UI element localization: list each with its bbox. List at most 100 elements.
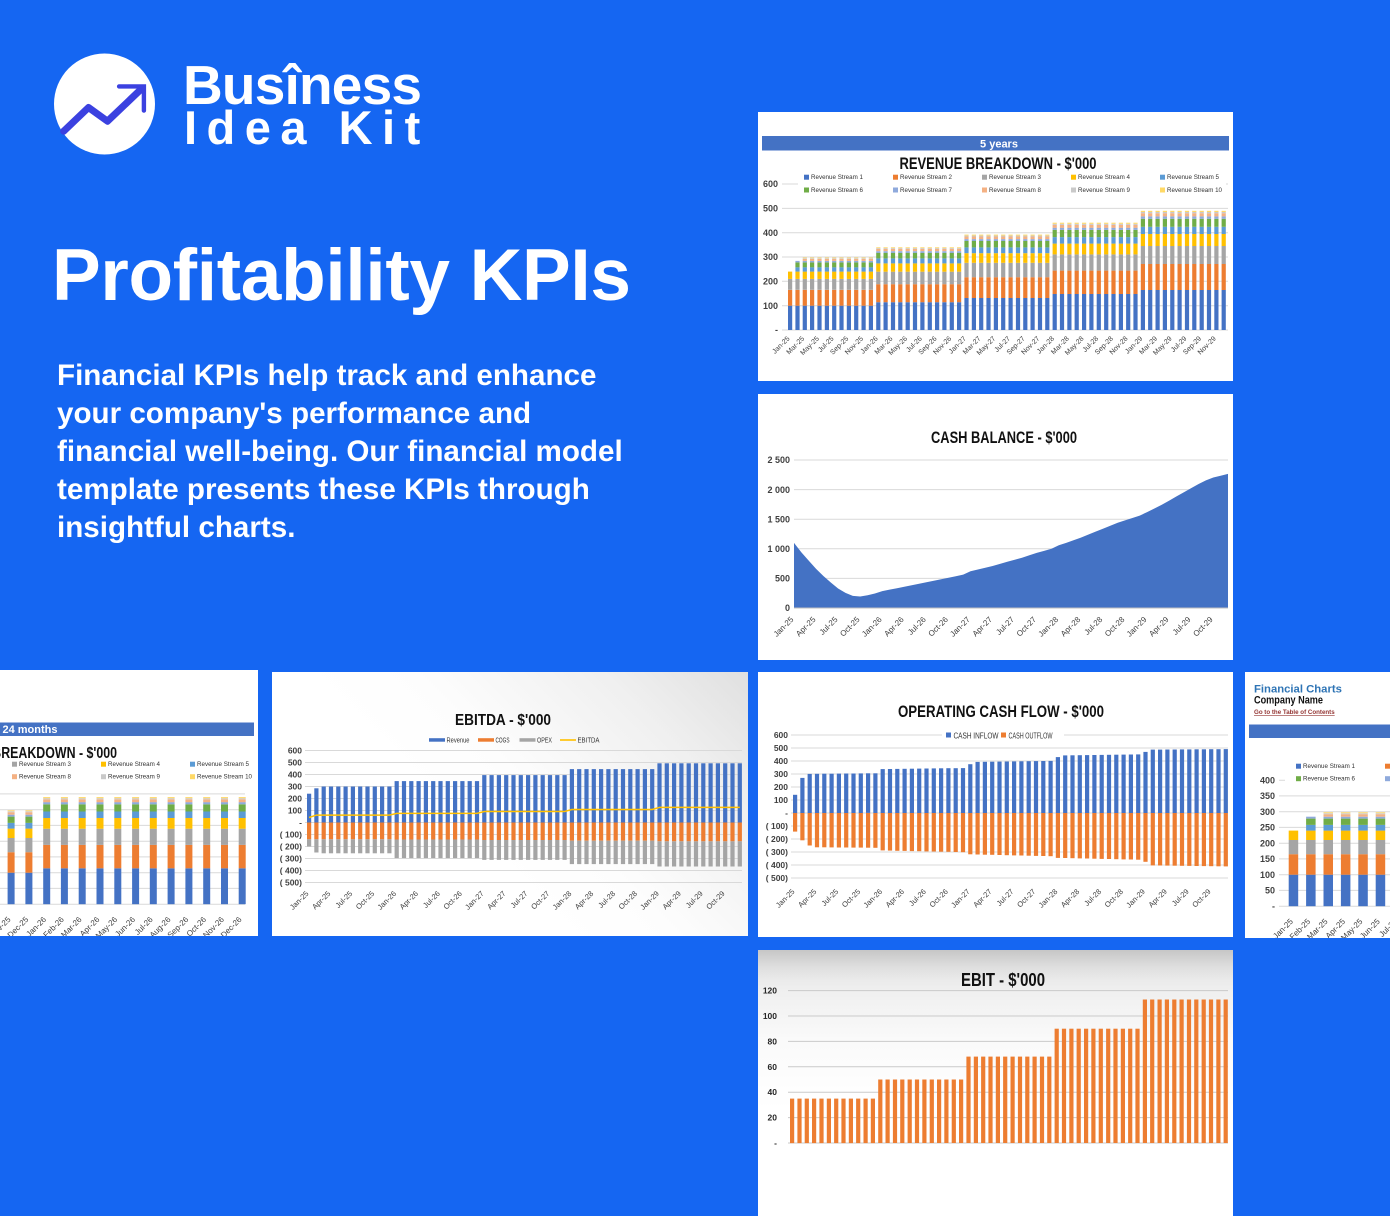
svg-text:100: 100: [763, 1011, 777, 1021]
svg-text:Jul-26: Jul-26: [907, 887, 928, 908]
svg-text:Revenue Stream 4: Revenue Stream 4: [108, 761, 160, 768]
svg-text:Go to the Table of Contents: Go to the Table of Contents: [1254, 709, 1335, 716]
svg-text:Jul-27: Jul-27: [995, 887, 1016, 908]
svg-text:Revenue: Revenue: [447, 736, 470, 745]
svg-text:Oct-25: Oct-25: [354, 889, 376, 911]
svg-text:Jul-29: Jul-29: [1171, 615, 1193, 637]
svg-text:2 000: 2 000: [767, 485, 790, 495]
svg-text:100: 100: [288, 806, 302, 816]
svg-text:( 400): ( 400): [766, 860, 788, 870]
svg-text:( 200): ( 200): [280, 842, 302, 852]
svg-text:Revenue Stream 7: Revenue Stream 7: [900, 187, 952, 194]
svg-text:Apr-25: Apr-25: [796, 887, 818, 909]
svg-text:Jan-28: Jan-28: [1037, 615, 1061, 639]
svg-text:Apr-26: Apr-26: [398, 889, 420, 911]
svg-text:Jul-25: Jul-25: [333, 889, 354, 910]
svg-text:250: 250: [1260, 823, 1275, 833]
svg-text:400: 400: [1260, 775, 1275, 785]
svg-text:Jan-25: Jan-25: [288, 889, 311, 912]
svg-text:Jan-27: Jan-27: [948, 615, 972, 639]
svg-text:200: 200: [763, 277, 778, 287]
svg-text:Jul-29: Jul-29: [1170, 887, 1191, 908]
svg-text:-: -: [1272, 901, 1275, 911]
svg-text:Jan-29: Jan-29: [1124, 887, 1147, 910]
svg-text:200: 200: [774, 782, 788, 792]
svg-text:Jan-28: Jan-28: [551, 889, 574, 912]
svg-text:REVENUE BREAKDOWN - $'000: REVENUE BREAKDOWN - $'000: [900, 155, 1097, 173]
svg-text:( 100): ( 100): [766, 821, 788, 831]
svg-text:Oct-29: Oct-29: [1191, 615, 1215, 639]
svg-text:Jul-28: Jul-28: [1083, 615, 1105, 637]
svg-text:300: 300: [288, 782, 302, 792]
svg-text:COGS: COGS: [496, 736, 510, 745]
svg-text:Jul-26: Jul-26: [906, 615, 928, 637]
svg-text:Oct-26: Oct-26: [442, 889, 464, 911]
svg-text:Oct-27: Oct-27: [529, 889, 551, 911]
svg-text:Oct-25: Oct-25: [838, 615, 862, 639]
svg-text:Oct-26: Oct-26: [927, 615, 951, 639]
svg-text:CASH INFLOW: CASH INFLOW: [954, 731, 999, 740]
svg-text:Jan-28: Jan-28: [1037, 887, 1060, 910]
svg-text:Revenue Stream 5: Revenue Stream 5: [197, 761, 249, 768]
svg-text:Revenue Stream 8: Revenue Stream 8: [989, 187, 1041, 194]
svg-text:Apr-27: Apr-27: [971, 615, 995, 639]
svg-text:Jan-27: Jan-27: [463, 889, 486, 912]
svg-text:100: 100: [774, 795, 788, 805]
svg-text:200: 200: [1260, 838, 1275, 848]
svg-text:Apr-27: Apr-27: [485, 889, 507, 911]
svg-text:Apr-25: Apr-25: [310, 889, 332, 911]
svg-text:Oct-28: Oct-28: [617, 889, 639, 911]
svg-text:Jul-26: Jul-26: [421, 889, 442, 910]
svg-text:Oct-25: Oct-25: [840, 887, 862, 909]
svg-text:Revenue Stream 6: Revenue Stream 6: [1303, 776, 1355, 783]
svg-text:1 000: 1 000: [767, 544, 790, 554]
svg-text:Jun-26: Jun-26: [113, 915, 137, 936]
svg-text:Revenue Stream 9: Revenue Stream 9: [108, 774, 160, 781]
svg-text:Apr-28: Apr-28: [1059, 887, 1081, 909]
svg-text:Dec-26: Dec-26: [219, 915, 244, 936]
svg-text:Financial Charts: Financial Charts: [1254, 684, 1342, 696]
svg-text:5 years: 5 years: [980, 139, 1018, 151]
svg-text:Jul-25: Jul-25: [818, 615, 840, 637]
svg-text:( 500): ( 500): [280, 878, 302, 888]
svg-text:CASH BALANCE - $'000: CASH BALANCE - $'000: [931, 429, 1077, 447]
svg-text:400: 400: [288, 770, 302, 780]
svg-text:Oct-29: Oct-29: [1190, 887, 1212, 909]
svg-text:500: 500: [763, 204, 778, 214]
svg-text:Jan-26: Jan-26: [862, 887, 885, 910]
svg-text:120: 120: [763, 986, 777, 996]
svg-text:Apr-28: Apr-28: [1059, 615, 1083, 639]
svg-text:Apr-25: Apr-25: [794, 615, 818, 639]
svg-text:Jul-29: Jul-29: [684, 889, 705, 910]
svg-text:CASH OUTFLOW: CASH OUTFLOW: [1009, 731, 1053, 740]
svg-text:40: 40: [768, 1087, 778, 1097]
svg-text:200: 200: [288, 794, 302, 804]
svg-text:24 months: 24 months: [2, 724, 57, 736]
svg-text:500: 500: [775, 574, 790, 584]
svg-text:Company Name: Company Name: [1254, 695, 1323, 707]
svg-text:( 300): ( 300): [766, 847, 788, 857]
svg-text:50: 50: [1265, 886, 1275, 896]
svg-text:Revenue Stream 10: Revenue Stream 10: [197, 774, 252, 781]
svg-text:Revenue Stream 2: Revenue Stream 2: [900, 174, 952, 181]
svg-text:Revenue Stream 1: Revenue Stream 1: [811, 174, 863, 181]
svg-text:600: 600: [774, 730, 788, 740]
svg-text:350: 350: [1260, 791, 1275, 801]
svg-text:( 500): ( 500): [766, 873, 788, 883]
svg-text:( 300): ( 300): [280, 854, 302, 864]
svg-text:Apr-29: Apr-29: [661, 889, 683, 911]
svg-text:( 400): ( 400): [280, 866, 302, 876]
svg-text:REVENUE BREAKDOWN - $'000: REVENUE BREAKDOWN - $'000: [0, 745, 117, 762]
svg-text:300: 300: [763, 252, 778, 262]
svg-text:Apr-29: Apr-29: [1147, 887, 1169, 909]
svg-text:Oct-27: Oct-27: [1015, 887, 1037, 909]
svg-text:300: 300: [774, 769, 788, 779]
svg-text:Jan-26: Jan-26: [860, 615, 884, 639]
svg-text:400: 400: [763, 228, 778, 238]
svg-text:500: 500: [774, 743, 788, 753]
svg-text:Revenue Stream 9: Revenue Stream 9: [1078, 187, 1130, 194]
svg-text:400: 400: [774, 756, 788, 766]
svg-text:Oct-28: Oct-28: [1103, 887, 1125, 909]
svg-text:Oct-27: Oct-27: [1015, 615, 1039, 639]
svg-text:0: 0: [785, 603, 790, 613]
